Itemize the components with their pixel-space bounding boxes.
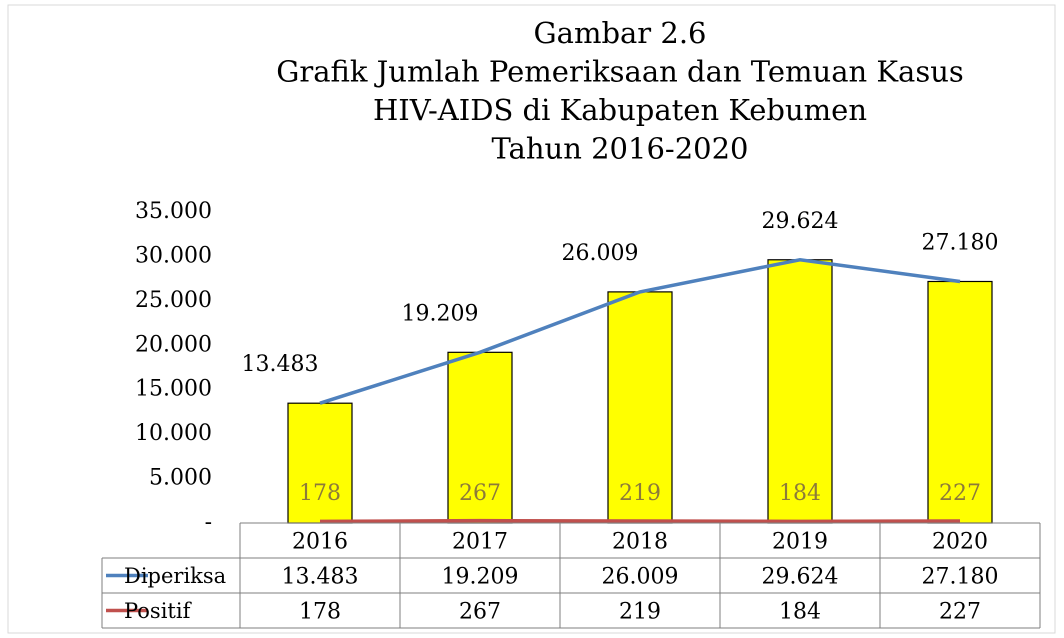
chart-title: HIV-AIDS di Kabupaten Kebumen: [373, 93, 867, 127]
table-value: 13.483: [282, 565, 359, 590]
bar: [927, 280, 993, 524]
chart-title: Grafik Jumlah Pemeriksaan dan Temuan Kas…: [276, 55, 964, 89]
data-label: 219: [619, 481, 661, 506]
table-value: 267: [459, 600, 501, 625]
table-value: 227: [939, 600, 981, 625]
table-value: 19.209: [442, 565, 519, 590]
x-tick-label: 2019: [772, 530, 828, 555]
data-label: 27.180: [922, 230, 999, 255]
table-value: 27.180: [922, 565, 999, 590]
y-tick-label: 20.000: [135, 332, 212, 357]
chart-title: Tahun 2016-2020: [491, 132, 748, 166]
table-value: 26.009: [602, 565, 679, 590]
bar: [287, 402, 353, 524]
y-tick-label: 5.000: [149, 466, 212, 491]
line: [319, 257, 961, 405]
data-label: 29.624: [762, 209, 839, 234]
data-label: 178: [299, 481, 341, 506]
legend-label: Positif: [124, 599, 193, 623]
chart-title: Gambar 2.6: [533, 16, 706, 50]
data-label: 13.483: [242, 352, 319, 377]
x-tick-label: 2016: [292, 530, 348, 555]
data-label: 267: [459, 481, 501, 506]
y-tick-label: 35.000: [135, 199, 212, 224]
bar: [607, 291, 673, 524]
x-tick-label: 2018: [612, 530, 668, 555]
table-value: 178: [299, 600, 341, 625]
y-tick-label: 10.000: [135, 421, 212, 446]
table-value: 219: [619, 600, 661, 625]
table-value: 29.624: [762, 565, 839, 590]
x-tick-label: 2017: [452, 530, 508, 555]
y-tick-label: 25.000: [135, 288, 212, 313]
legend-label: Diperiksa: [124, 564, 226, 588]
data-label: 19.209: [402, 301, 479, 326]
line: [319, 518, 961, 524]
data-label: 227: [939, 481, 981, 506]
data-label: 184: [779, 481, 821, 506]
y-tick-label: -: [205, 510, 212, 535]
table-value: 184: [779, 600, 821, 625]
y-tick-label: 15.000: [135, 377, 212, 402]
bar: [767, 259, 833, 524]
x-tick-label: 2020: [932, 530, 988, 555]
y-tick-label: 30.000: [135, 243, 212, 268]
data-label: 26.009: [562, 241, 639, 266]
